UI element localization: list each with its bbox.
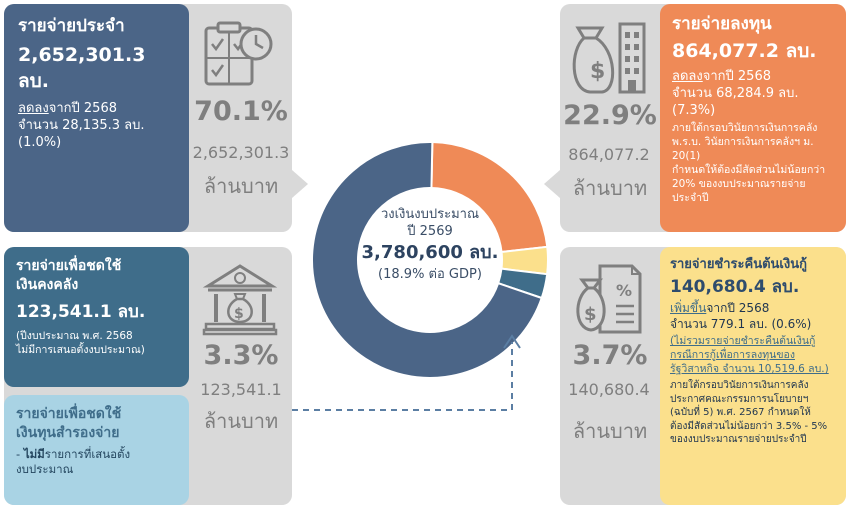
donut-center-label: วงเงินงบประมาณ ปี 2569 3,780,600 ลบ. (18… [340,206,520,284]
recurrent-unit: ล้านบาท [203,174,279,198]
investment-change: ลดลงจากปี 2568 [672,68,834,85]
reserve-note2: งบประมาณ [16,462,74,476]
donut-total: 3,780,600 ลบ. [361,242,499,263]
recurrent-change-pct: (1.0%) [18,135,62,150]
recurrent-change-word: ลดลง [18,101,49,116]
recurrent-card: รายจ่ายประจำ 2,652,301.3 ลบ. ลดลงจากปี 2… [4,4,189,232]
investment-change-rest: จากปี 2568 [702,69,771,84]
investment-amount: 864,077.2 ลบ. [672,40,817,62]
investment-change-pct: (7.3%) [672,103,716,118]
debt-excl2: กรณีการกู้เพื่อการลงทุนของ [670,349,795,361]
recurrent-panel-pointer [292,170,308,198]
svg-text:$: $ [234,306,244,322]
donut-label-line2: ปี 2569 [407,224,453,239]
reserve-note-dash: - [16,447,24,461]
recurrent-amount: 2,652,301.3 ลบ. [18,44,146,92]
reserve-note: - ไม่มีรายการที่เสนอตั้ง [16,447,177,462]
recurrent-value: 2,652,301.3 [192,143,290,162]
debt-card: รายจ่ายชำระคืนต้นเงินกู้ 140,680.4 ลบ. เ… [660,247,846,505]
dollar-document-icon: % $ [576,264,642,334]
investment-note2: พ.ร.บ. วินัยการเงินการคลังฯ ม. 20(1) [672,136,814,162]
treasury-pct: 3.3% [203,340,279,371]
donut-slice-recurrent [311,141,543,379]
debt-unit: ล้านบาท [572,419,648,443]
investment-note3: กำหนดให้ต้องมีสัดส่วนไม่น้อยกว่า [672,164,826,176]
debt-pct: 3.7% [572,340,648,371]
treasury-note2: ไม่มีการเสนอตั้งงบประมาณ) [16,344,145,356]
investment-title: รายจ่ายลงทุน [672,14,772,34]
donut-label-line1: วงเงินงบประมาณ [380,207,480,222]
recurrent-title: รายจ่ายประจำ [18,16,125,36]
investment-note4: 20% ของงบประมาณรายจ่ายประจำปี [672,178,806,204]
bank-money-bag-icon: $ [202,264,278,336]
debt-change-amount: จำนวน 779.1 ลบ. (0.6%) [670,317,812,331]
money-bag-building-icon: $ [572,22,646,94]
debt-change-rest: จากปี 2568 [706,301,770,315]
treasury-card: รายจ่ายเพื่อชดใช้ เงินคงคลัง 123,541.1 ล… [4,247,189,387]
investment-pct: 22.9% [563,100,657,131]
treasury-note1: (ปีงบประมาณ พ.ศ. 2568 [16,330,133,342]
debt-amount: 140,680.4 ลบ. [670,277,800,297]
debt-change-word: เพิ่มขึ้น [670,301,707,315]
investment-change-amount: จำนวน 68,284.9 ลบ. [672,86,799,101]
debt-excl3: รัฐวิสาหกิจ จำนวน 10,519.6 ลบ.) [670,363,829,375]
investment-note1: ภายใต้กรอบวินัยการเงินการคลัง [672,122,818,134]
svg-text:$: $ [584,304,597,325]
debt-note5: ของงบประมาณรายจ่ายประจำปี [670,434,807,445]
reserve-title2: เงินทุนสำรองจ่าย [16,425,120,441]
debt-title: รายจ่ายชำระคืนต้นเงินกู้ [670,257,807,272]
debt-note3: (ฉบับที่ 5) พ.ศ. 2567 กำหนดให้ [670,407,811,418]
checklist-clock-icon [204,21,273,86]
investment-card: รายจ่ายลงทุน 864,077.2 ลบ. ลดลงจากปี 256… [660,4,846,232]
debt-value: 140,680.4 [568,380,650,399]
debt-note1: ภายใต้กรอบวินัยการเงินการคลัง [670,380,809,391]
reserve-note-bold: ไม่มี [23,447,45,461]
recurrent-change-amount: จำนวน 28,135.3 ลบ. [18,118,145,133]
investment-unit: ล้านบาท [572,176,648,200]
recurrent-change: ลดลงจากปี 2568 [18,100,175,117]
svg-text:%: % [616,281,632,300]
debt-change: เพิ่มขึ้นจากปี 2568 [670,300,836,316]
svg-text:$: $ [590,59,605,84]
investment-change-word: ลดลง [672,69,703,84]
recurrent-change-rest: จากปี 2568 [48,101,117,116]
donut-gdp: (18.9% ต่อ GDP) [378,267,482,282]
treasury-title1: รายจ่ายเพื่อชดใช้ [16,258,122,274]
debt-excl1: (ไม่รวมรายจ่ายชำระคืนต้นเงินกู้ [670,335,816,347]
treasury-value: 123,541.1 [200,380,282,399]
reserve-note-rest: รายการที่เสนอตั้ง [44,447,131,461]
treasury-unit: ล้านบาท [203,409,279,433]
recurrent-pct: 70.1% [194,96,288,127]
reserve-card: รายจ่ายเพื่อชดใช้ เงินทุนสำรองจ่าย - ไม่… [4,395,189,505]
debt-note4: ต้องมีสัดส่วนไม่น้อยกว่า 3.5% - 5% [670,420,828,432]
treasury-title2: เงินคงคลัง [16,277,79,293]
investment-panel-pointer [544,170,560,198]
investment-value: 864,077.2 [568,145,650,164]
treasury-amount: 123,541.1 ลบ. [16,302,146,322]
reserve-title1: รายจ่ายเพื่อชดใช้ [16,406,122,422]
debt-note2: ประกาศคณะกรรมการนโยบายฯ [670,393,809,405]
budget-donut-chart [311,141,549,379]
reserve-connector-arrow [292,334,521,411]
